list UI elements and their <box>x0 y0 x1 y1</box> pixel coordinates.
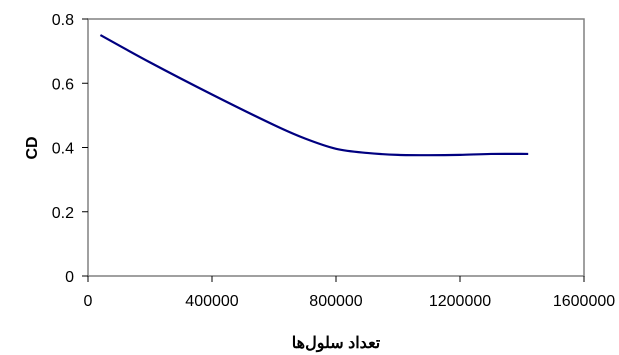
x-axis-title: تعداد سلول‌ها <box>292 335 381 353</box>
y-tick-label: 0.4 <box>52 141 74 158</box>
x-tick-label: 1200000 <box>429 293 491 310</box>
x-tick-label: 400000 <box>185 293 238 310</box>
ticks-layer <box>82 18 585 282</box>
x-tick-label: 1600000 <box>553 293 615 310</box>
x-tick-label: 0 <box>84 293 93 310</box>
y-tick-label: 0.2 <box>52 205 74 222</box>
x-tick-label: 800000 <box>309 293 362 310</box>
tick-labels-layer: 0 0.2 0.4 0.6 0.8 0 400000 800000 1200000 1600000 <box>52 12 615 310</box>
plot-frame <box>87 18 585 277</box>
y-tick-label: 0.8 <box>52 12 74 29</box>
y-tick-label: 0.6 <box>52 76 74 93</box>
cd-series-line <box>99 34 529 157</box>
y-axis-title: CD <box>24 136 41 159</box>
y-tick-label: 0 <box>65 269 74 286</box>
